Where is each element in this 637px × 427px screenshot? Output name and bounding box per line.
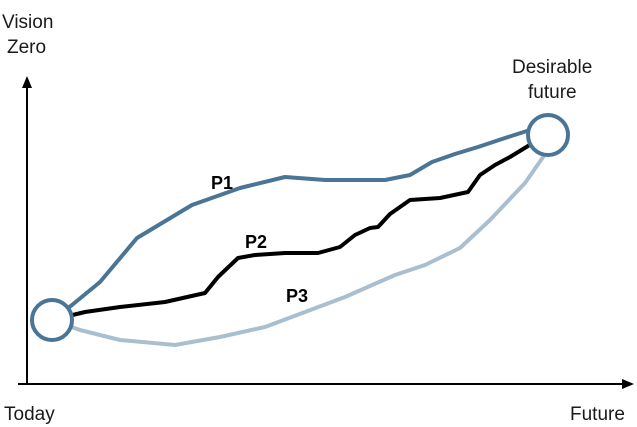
x-axis-arrow: [622, 379, 634, 389]
desirable-future-node: [526, 113, 570, 157]
x-axis-end-label: Future: [570, 404, 625, 425]
path-p3-label: P3: [286, 286, 308, 306]
y-axis-arrow: [22, 76, 32, 88]
y-axis-label-line2: Zero: [7, 37, 46, 58]
desirable-future-label-line2: future: [528, 82, 577, 103]
path-p1-label: P1: [211, 173, 233, 193]
path-p3-line: [50, 148, 550, 347]
y-axis-label-line1: Vision: [2, 12, 53, 33]
today-node: [30, 298, 74, 342]
path-p2-label: P2: [245, 232, 267, 252]
path-p1-line: [50, 128, 550, 322]
x-axis-start-label: Today: [4, 404, 55, 425]
path-p2-line: [50, 131, 550, 322]
desirable-future-label-line1: Desirable: [512, 57, 592, 78]
